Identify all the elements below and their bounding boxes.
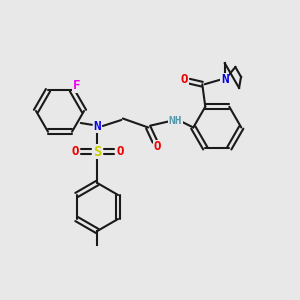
Text: N: N	[221, 73, 229, 86]
Text: O: O	[71, 145, 79, 158]
Text: N: N	[94, 119, 101, 133]
Text: O: O	[181, 73, 188, 86]
Text: S: S	[93, 145, 101, 158]
Text: O: O	[154, 140, 161, 154]
Text: F: F	[73, 79, 80, 92]
Text: NH: NH	[169, 116, 182, 127]
Text: O: O	[116, 145, 124, 158]
